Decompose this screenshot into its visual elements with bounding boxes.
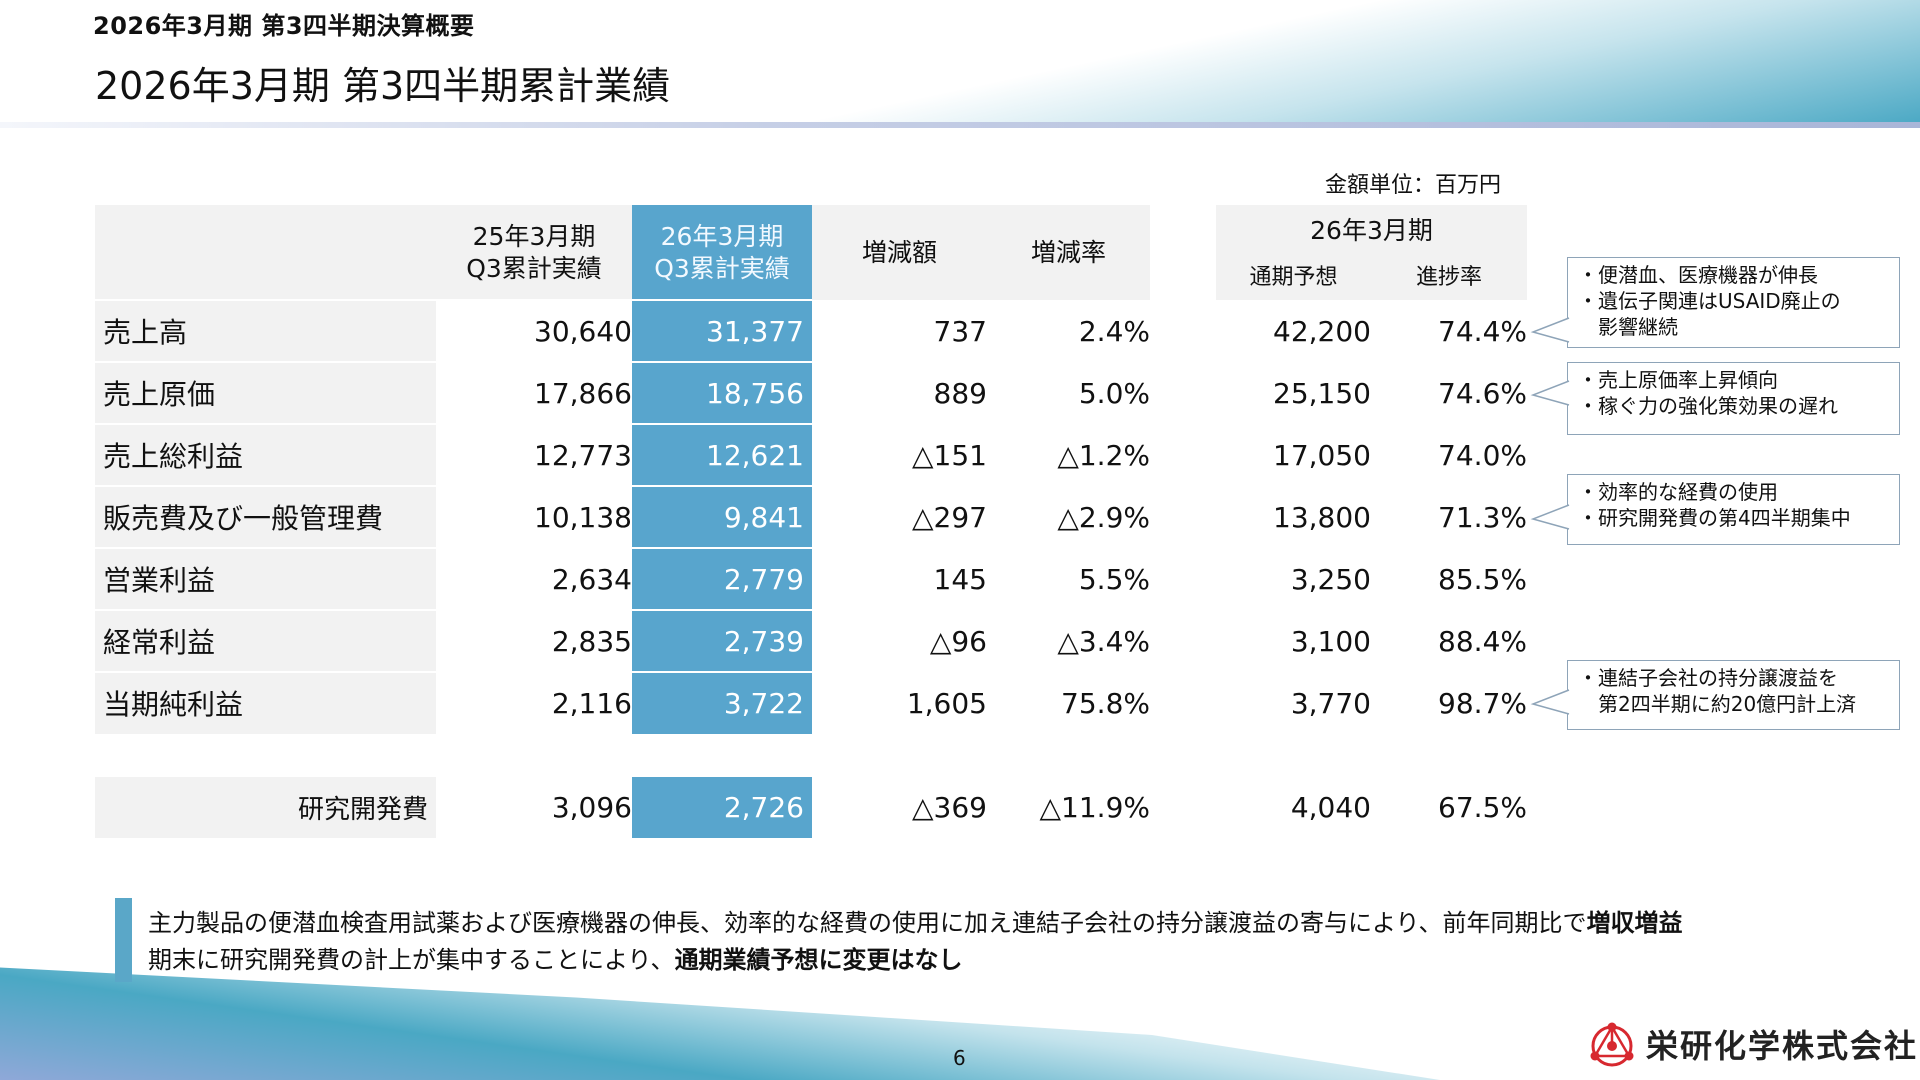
row-label: 売上原価 [95,362,436,424]
row-label: 研究開発費 [95,777,436,838]
company-name: 栄研化学株式会社 [1646,1027,1919,1065]
callout-box: ・便潜血、医療機器が伸長 ・遺伝子関連はUSAID廃止の 影響継続 [1567,257,1900,348]
summary-accent-bar [115,898,132,982]
progress-rate: 74.0% [1438,438,1527,472]
section-label: 2026年3月期 第3四半期決算概要 [93,12,475,40]
header-progress: 進捗率 [1371,257,1527,300]
header-forecast: 通期予想 [1216,257,1371,300]
prev-value: 30,640 [534,314,632,348]
callout-line: ・稼ぐ力の強化策効果の遅れ [1578,394,1838,418]
change-amount: △297 [912,500,987,534]
change-rate: △2.9% [1057,500,1150,534]
progress-rate: 71.3% [1438,500,1527,534]
prev-value: 12,773 [534,438,632,472]
prev-value: 10,138 [534,500,632,534]
summary-line-1: 主力製品の便潜血検査用試薬および医療機器の伸長、効率的な経費の使用に加え連結子会… [148,909,1683,937]
progress-rate: 74.6% [1438,376,1527,410]
row-label: 販売費及び一般管理費 [95,486,436,548]
summary-line-2: 期末に研究開発費の計上が集中することにより、通期業績予想に変更はなし [148,946,963,974]
callout-line: ・効率的な経費の使用 [1578,480,1778,504]
row-divider [95,361,812,363]
change-amount: △151 [912,438,987,472]
forecast-value: 3,250 [1290,562,1371,596]
company-logo-icon [1590,1022,1634,1067]
callout-box: ・効率的な経費の使用 ・研究開発費の第4四半期集中 [1567,474,1900,545]
change-rate: 75.8% [1061,686,1150,720]
progress-rate: 67.5% [1438,791,1527,824]
prev-value: 2,116 [551,686,632,720]
curr-value: 31,377 [632,300,812,362]
curr-value: 9,841 [632,486,812,548]
forecast-value: 13,800 [1273,500,1371,534]
row-label: 経常利益 [95,610,436,672]
callout-line: 第2四半期に約20億円計上済 [1578,692,1857,716]
curr-value: 3,722 [632,672,812,734]
change-amount: 1,605 [906,686,987,720]
change-rate: △3.4% [1057,624,1150,658]
progress-rate: 88.4% [1438,624,1527,658]
row-divider [95,485,812,487]
curr-value: 12,621 [632,424,812,486]
curr-value: 2,739 [632,610,812,672]
prev-value: 2,634 [551,562,632,596]
curr-value: 18,756 [632,362,812,424]
change-amount: 737 [933,314,987,348]
callout-line: ・遺伝子関連はUSAID廃止の [1578,289,1841,313]
company-logo: 栄研化学株式会社 [1588,1020,1918,1068]
change-amount: △96 [929,624,987,658]
callout-pointer-icon [1530,317,1570,343]
callout-pointer-icon [1530,504,1570,530]
curr-value: 2,779 [632,548,812,610]
forecast-value: 42,200 [1273,314,1371,348]
change-rate: 2.4% [1078,314,1150,348]
forecast-value: 4,040 [1290,791,1371,824]
callout-line: ・便潜血、医療機器が伸長 [1578,263,1818,287]
unit-label: 金額単位：百万円 [1325,173,1502,198]
header-prev-period: 25年3月期 Q3累計実績 [436,205,632,300]
progress-rate: 85.5% [1438,562,1527,596]
page-number: 6 [953,1046,966,1070]
callout-box: ・連結子会社の持分譲渡益を 第2四半期に約20億円計上済 [1567,660,1900,730]
header-change-rate: 増減率 [987,205,1150,300]
forecast-value: 17,050 [1273,438,1371,472]
callout-pointer-icon [1530,380,1570,406]
row-label: 売上高 [95,300,436,362]
change-rate: △1.2% [1057,438,1150,472]
callout-line: 影響継続 [1578,315,1678,339]
prev-value: 3,096 [551,791,632,824]
header-forecast-group: 26年3月期 [1216,205,1527,257]
row-divider [95,299,812,301]
header-divider [0,122,1920,128]
callout-line: ・連結子会社の持分譲渡益を [1578,666,1838,690]
row-label: 売上総利益 [95,424,436,486]
header-change-amount: 増減額 [812,205,987,300]
header-curr-period: 26年3月期 Q3累計実績 [632,205,812,300]
row-label: 営業利益 [95,548,436,610]
callout-line: ・研究開発費の第4四半期集中 [1578,506,1851,530]
change-amount: 889 [933,376,987,410]
row-divider [95,609,812,611]
forecast-value: 25,150 [1273,376,1371,410]
forecast-value: 3,100 [1290,624,1371,658]
prev-value: 2,835 [551,624,632,658]
callout-pointer-icon [1530,689,1570,715]
progress-rate: 98.7% [1438,686,1527,720]
prev-value: 17,866 [534,376,632,410]
change-rate: 5.0% [1078,376,1150,410]
row-label: 当期純利益 [95,672,436,734]
row-divider [95,671,812,673]
progress-rate: 74.4% [1438,314,1527,348]
row-divider [95,547,812,549]
change-amount: △369 [912,791,987,824]
page-title: 2026年3月期 第3四半期累計業績 [95,64,671,108]
callout-box: ・売上原価率上昇傾向 ・稼ぐ力の強化策効果の遅れ [1567,362,1900,435]
curr-value: 2,726 [632,777,812,838]
callout-line: ・売上原価率上昇傾向 [1578,368,1778,392]
change-amount: 145 [933,562,987,596]
forecast-value: 3,770 [1290,686,1371,720]
change-rate: △11.9% [1039,791,1150,824]
change-rate: 5.5% [1078,562,1150,596]
row-divider [95,423,812,425]
header-blank [95,205,436,300]
